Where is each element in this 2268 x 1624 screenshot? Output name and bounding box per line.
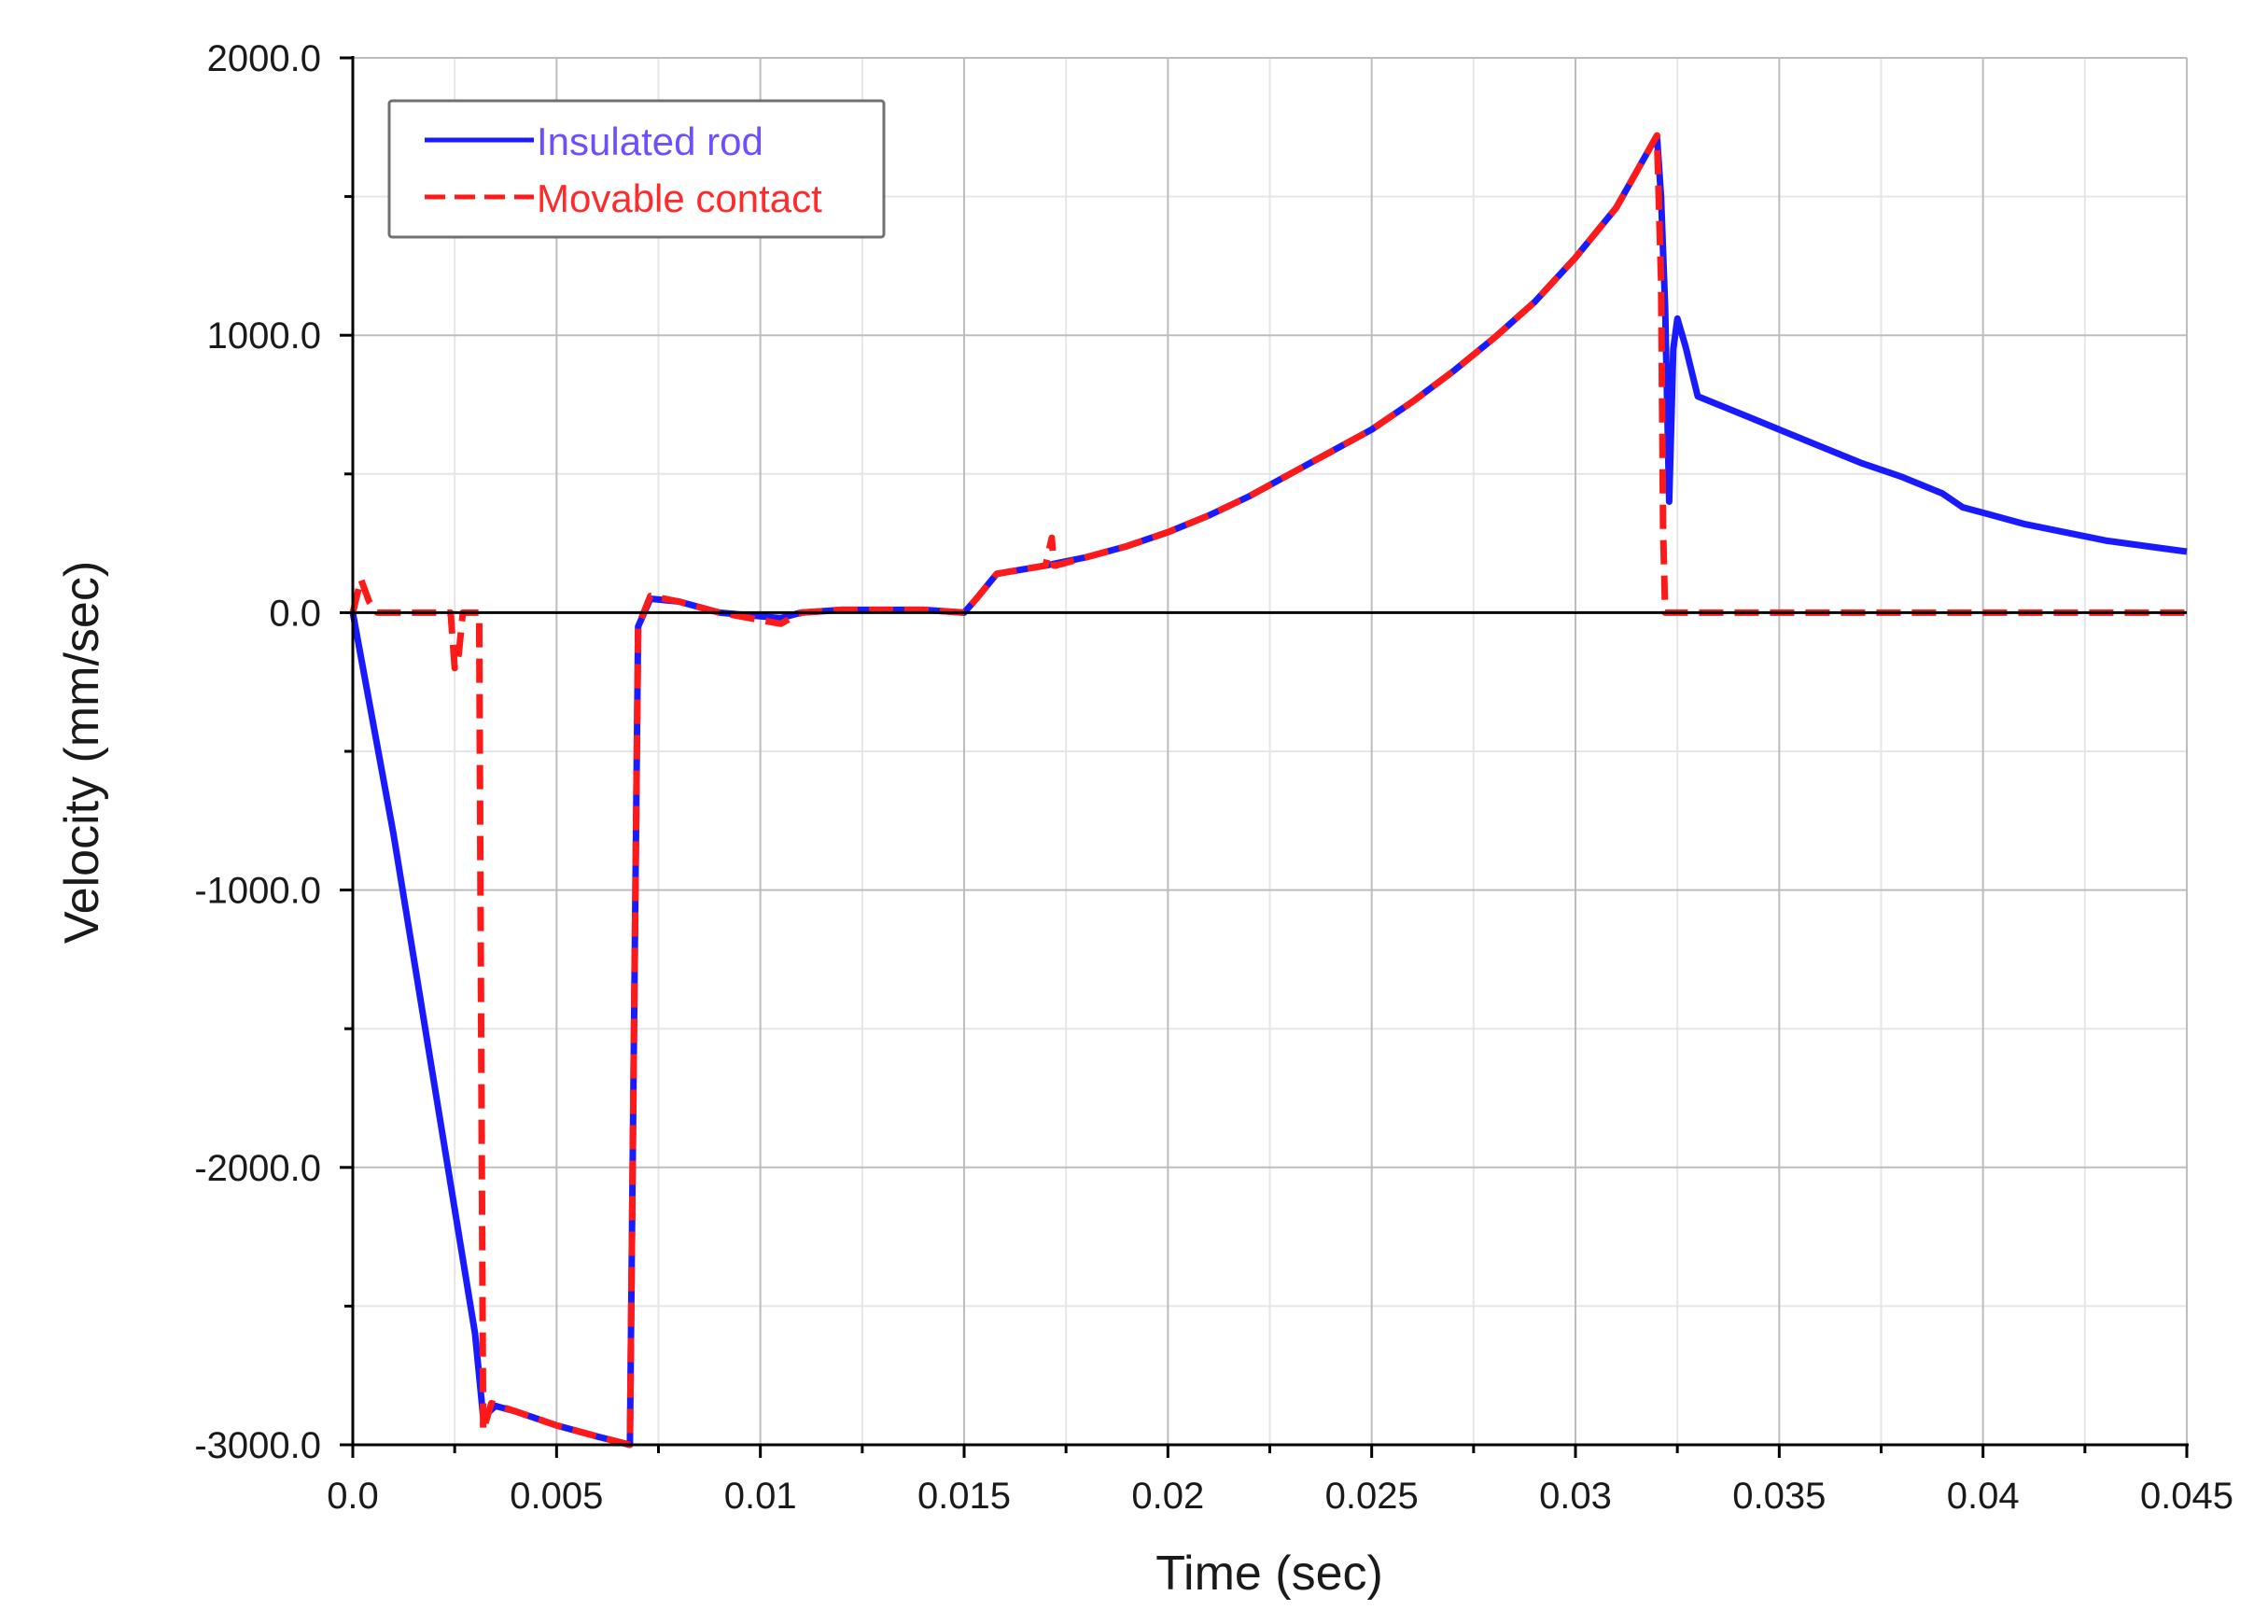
- x-tick-label: 0.02: [1131, 1476, 1204, 1517]
- x-tick-label: 0.005: [510, 1476, 603, 1517]
- x-tick-labels: 0.0 0.005 0.01 0.015 0.02 0.025 0.03 0.035 0.04 0…: [327, 1476, 2233, 1517]
- axes: [340, 56, 2189, 1458]
- legend-label-movable-contact: Movable contact: [537, 176, 822, 220]
- legend: Insulated rod Movable contact: [387, 99, 886, 239]
- series-layer: [349, 132, 2188, 1449]
- y-tick-label: 1000.0: [207, 315, 321, 357]
- y-axis-title: Velocity (mm/sec): [55, 561, 109, 944]
- y-tick-label: 0.0: [269, 593, 321, 634]
- x-tick-label: 0.025: [1325, 1476, 1419, 1517]
- series-line-movable-contact: [349, 132, 2187, 1449]
- x-tick-label: 0.035: [1732, 1476, 1826, 1517]
- legend-box: [387, 99, 886, 239]
- y-tick-labels: 2000.0 1000.0 0.0 -1000.0 -2000.0 -3000.0: [194, 38, 321, 1466]
- x-tick-label: 0.01: [724, 1476, 797, 1517]
- y-tick-label: -2000.0: [194, 1148, 321, 1189]
- x-tick-label: 0.045: [2140, 1476, 2233, 1517]
- x-axis-title: Time (sec): [1155, 1547, 1383, 1601]
- x-tick-label: 0.03: [1539, 1476, 1612, 1517]
- legend-label-insulated-rod: Insulated rod: [537, 119, 763, 163]
- x-tick-label: 0.015: [917, 1476, 1011, 1517]
- x-tick-label: 0.0: [327, 1476, 379, 1517]
- y-tick-label: 2000.0: [207, 38, 321, 79]
- x-tick-label: 0.04: [1947, 1476, 2020, 1517]
- grid: [352, 57, 2188, 1446]
- y-tick-label: -3000.0: [194, 1425, 321, 1466]
- y-tick-label: -1000.0: [194, 871, 321, 912]
